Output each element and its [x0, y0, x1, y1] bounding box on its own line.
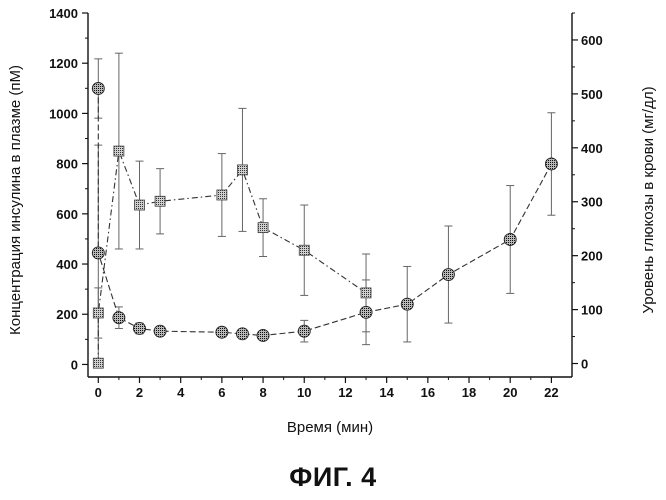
circle-marker: [359, 305, 373, 319]
y-axis-left-label: Концентрация инсулина в плазме (пМ): [7, 65, 24, 335]
x-tick-label: 8: [259, 385, 266, 400]
circle-marker: [215, 325, 229, 339]
series-markers: [91, 82, 558, 369]
y-left-tick-label: 1400: [49, 6, 78, 21]
circle-marker: [297, 324, 311, 338]
figure-caption: ФИГ. 4: [289, 462, 377, 492]
square-marker: [134, 199, 145, 211]
x-tick-label: 10: [297, 385, 311, 400]
x-tick-label: 4: [177, 385, 185, 400]
square-marker: [92, 307, 104, 319]
y-right-tick-label: 200: [581, 249, 603, 264]
error-bars: [94, 52, 556, 368]
y-right-tick-label: 400: [581, 141, 603, 156]
chart: 0 2 4 6 8 10 12 14 16 18 20 22020040060080010001200…: [7, 6, 657, 436]
series-line-2: [97, 88, 552, 337]
circle-marker: [544, 157, 558, 171]
y-axis-right-label: Уровень глюкозы в крови (мг/дл): [640, 86, 657, 313]
x-tick-label: 20: [503, 385, 517, 400]
axes: [82, 12, 578, 383]
y-right-tick-label: 500: [581, 87, 603, 102]
square-marker: [237, 164, 248, 176]
square-marker: [113, 145, 125, 157]
x-tick-label: 12: [338, 385, 352, 400]
y-left-tick-label: 0: [71, 357, 78, 372]
y-left-tick-label: 200: [56, 307, 78, 322]
y-right-tick-label: 0: [581, 357, 588, 372]
y-right-tick-label: 100: [581, 303, 603, 318]
circle-marker: [236, 327, 249, 341]
y-left-tick-label: 800: [56, 157, 78, 172]
square-marker: [298, 244, 310, 256]
circle-marker: [91, 246, 105, 260]
x-tick-label: 0: [95, 385, 102, 400]
y-right-tick-label: 600: [581, 33, 603, 48]
circle-marker: [112, 311, 126, 325]
y-left-tick-label: 1000: [49, 106, 78, 121]
series-line-1: [97, 150, 367, 364]
circle-marker: [503, 233, 517, 246]
x-tick-label: 18: [462, 385, 476, 400]
square-marker: [257, 222, 269, 234]
x-tick-label: 2: [136, 385, 143, 400]
circle-marker: [441, 268, 455, 281]
square-marker: [216, 189, 228, 201]
y-left-tick-label: 1200: [49, 56, 78, 71]
circle-marker: [400, 297, 414, 311]
square-marker: [360, 287, 372, 299]
x-axis-label: Время (мин): [287, 419, 373, 436]
square-marker: [92, 357, 104, 369]
y-left-tick-label: 400: [56, 257, 78, 272]
square-marker: [154, 195, 166, 207]
circle-marker: [133, 322, 146, 335]
y-left-tick-label: 600: [56, 207, 78, 222]
circle-marker: [256, 329, 270, 342]
circle-marker: [91, 82, 105, 95]
circle-marker: [153, 324, 167, 338]
x-tick-label: 14: [379, 385, 394, 400]
x-tick-label: 22: [544, 385, 558, 400]
tick-labels: 0 2 4 6 8 10 12 14 16 18 20 22020040060080010001200…: [49, 6, 603, 400]
y-right-tick-label: 300: [581, 195, 603, 210]
x-tick-label: 16: [421, 385, 435, 400]
x-tick-label: 6: [218, 385, 225, 400]
series-lines: [97, 88, 552, 364]
